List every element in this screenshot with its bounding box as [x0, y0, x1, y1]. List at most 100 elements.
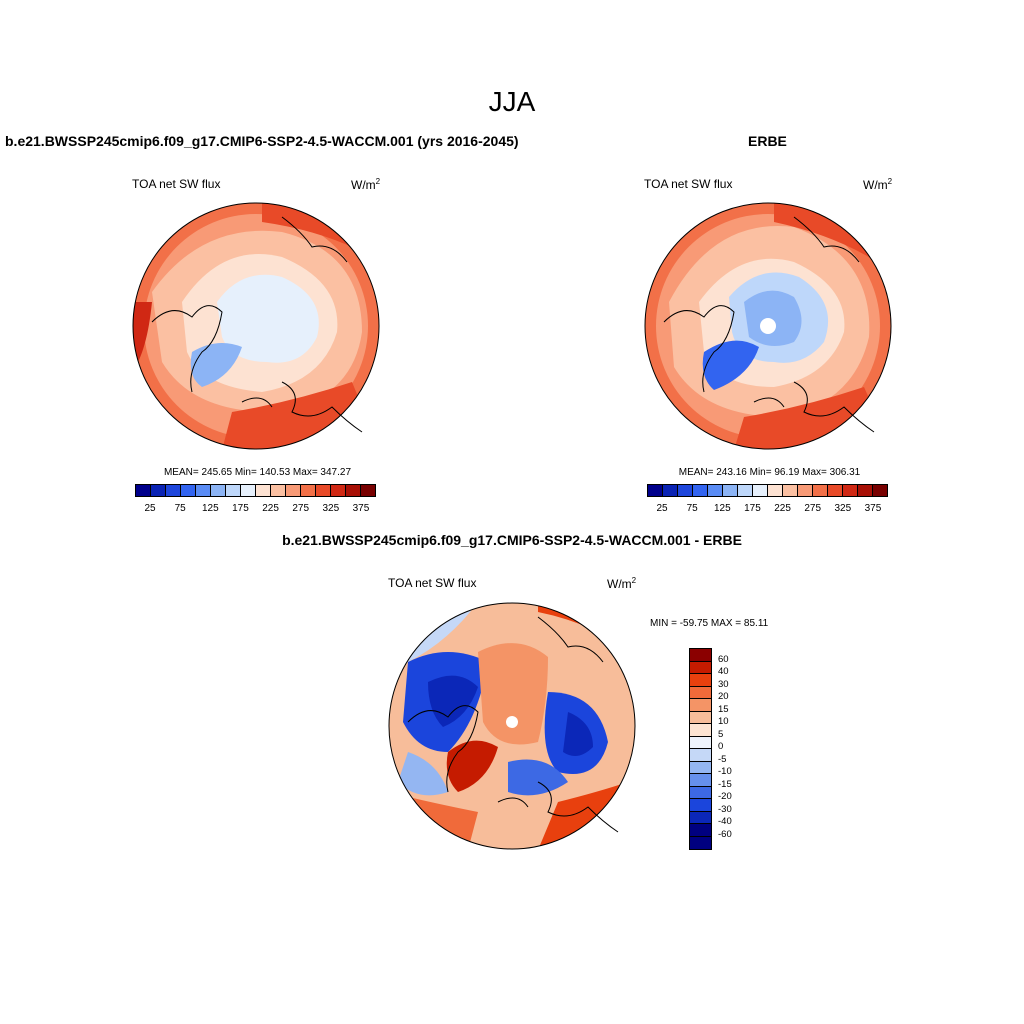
colorbar-swatch — [690, 674, 711, 687]
colorbar-swatch — [648, 485, 663, 496]
panel-2-colorbar — [647, 484, 888, 497]
colorbar-swatch — [690, 749, 711, 762]
panel-3-stats: MIN = -59.75 MAX = 85.11 — [650, 618, 769, 629]
colorbar-label: 325 — [322, 503, 340, 514]
colorbar-label: 75 — [686, 503, 698, 514]
colorbar-swatch — [843, 485, 858, 496]
colorbar-swatch — [166, 485, 181, 496]
colorbar-swatch — [663, 485, 678, 496]
colorbar-swatch — [181, 485, 196, 496]
colorbar-swatch — [678, 485, 693, 496]
colorbar-swatch — [690, 761, 711, 774]
colorbar-label: -10 — [718, 766, 732, 777]
colorbar-label: -30 — [718, 803, 732, 815]
colorbar-swatch — [151, 485, 166, 496]
colorbar-swatch — [798, 485, 813, 496]
colorbar-label: 275 — [292, 503, 310, 514]
colorbar-label: 25 — [656, 503, 668, 514]
panel-3-colorbar — [689, 648, 712, 850]
colorbar-swatch — [196, 485, 211, 496]
colorbar-label: 60 — [718, 653, 729, 665]
panel-2-variable: TOA net SW flux — [644, 177, 733, 191]
colorbar-swatch — [690, 774, 711, 787]
colorbar-swatch — [346, 485, 361, 496]
colorbar-swatch — [873, 485, 887, 496]
panel-3-colorbar-labels: 60 40 30 20 15 10 5 0 -5 -10 -15 -20 -30 -40 -60 — [718, 648, 758, 848]
colorbar-swatch — [136, 485, 151, 496]
colorbar-swatch — [753, 485, 768, 496]
colorbar-swatch — [813, 485, 828, 496]
colorbar-label: 375 — [352, 503, 370, 514]
colorbar-label: -60 — [718, 828, 732, 840]
colorbar-swatch — [723, 485, 738, 496]
colorbar-label: 30 — [718, 678, 729, 690]
colorbar-swatch — [690, 786, 711, 799]
colorbar-swatch — [690, 686, 711, 699]
colorbar-swatch — [738, 485, 753, 496]
colorbar-label: 375 — [864, 503, 882, 514]
colorbar-swatch — [690, 836, 711, 849]
colorbar-swatch — [271, 485, 286, 496]
colorbar-swatch — [211, 485, 226, 496]
panel-2-title: ERBE — [748, 133, 787, 149]
colorbar-swatch — [828, 485, 843, 496]
panel-1-polar-map — [132, 202, 380, 450]
colorbar-label: 15 — [718, 703, 729, 715]
colorbar-label: 0 — [718, 741, 724, 752]
colorbar-label: -20 — [718, 791, 732, 802]
colorbar-swatch — [256, 485, 271, 496]
colorbar-swatch — [286, 485, 301, 496]
panel-3-units: W/m2 — [607, 576, 637, 591]
colorbar-label: 225 — [262, 503, 279, 514]
panel-2-polar-map — [644, 202, 892, 450]
colorbar-swatch — [690, 699, 711, 712]
panel-1-units: W/m2 — [351, 177, 381, 192]
colorbar-label: 75 — [174, 503, 186, 514]
colorbar-swatch — [690, 649, 711, 662]
colorbar-swatch — [858, 485, 873, 496]
panel-3-polar-map — [388, 602, 636, 850]
colorbar-swatch — [226, 485, 241, 496]
panel-3-variable: TOA net SW flux — [388, 576, 477, 590]
colorbar-swatch — [690, 824, 711, 837]
colorbar-label: -15 — [718, 778, 732, 790]
colorbar-label: 125 — [713, 503, 731, 514]
colorbar-label: 325 — [834, 503, 852, 514]
panel-1-variable: TOA net SW flux — [132, 177, 221, 191]
colorbar-label: 175 — [744, 503, 761, 514]
colorbar-label: -40 — [718, 816, 732, 827]
colorbar-swatch — [361, 485, 375, 496]
panel-1-title: b.e21.BWSSP245cmip6.f09_g17.CMIP6-SSP2-4… — [5, 133, 519, 149]
colorbar-label: 20 — [718, 691, 729, 702]
panel-2-units: W/m2 — [863, 177, 893, 192]
colorbar-swatch — [783, 485, 798, 496]
colorbar-label: 10 — [718, 716, 729, 727]
panel-1-colorbar-labels: 25 75 125 175 225 275 325 375 — [135, 503, 376, 515]
panel-2-stats: MEAN= 243.16 Min= 96.19 Max= 306.31 — [678, 467, 861, 478]
colorbar-label: 275 — [804, 503, 822, 514]
colorbar-swatch — [241, 485, 256, 496]
colorbar-label: 225 — [774, 503, 791, 514]
panel-3-title: b.e21.BWSSP245cmip6.f09_g17.CMIP6-SSP2-4… — [282, 532, 742, 548]
season-title: JJA — [488, 86, 536, 117]
colorbar-swatch — [690, 711, 711, 724]
colorbar-swatch — [690, 799, 711, 812]
colorbar-swatch — [690, 661, 711, 674]
colorbar-label: 5 — [718, 728, 724, 740]
colorbar-swatch — [331, 485, 346, 496]
colorbar-swatch — [693, 485, 708, 496]
panel-2-colorbar-labels: 25 75 125 175 225 275 325 375 — [647, 503, 888, 515]
colorbar-label: 40 — [718, 666, 729, 677]
colorbar-label: 125 — [201, 503, 219, 514]
colorbar-label: -5 — [718, 753, 727, 765]
colorbar-swatch — [316, 485, 331, 496]
colorbar-swatch — [768, 485, 783, 496]
panel-1-stats: MEAN= 245.65 Min= 140.53 Max= 347.27 — [163, 467, 352, 478]
colorbar-label: 25 — [144, 503, 156, 514]
colorbar-swatch — [708, 485, 723, 496]
colorbar-swatch — [690, 811, 711, 824]
colorbar-label: 175 — [232, 503, 249, 514]
colorbar-swatch — [690, 736, 711, 749]
colorbar-swatch — [690, 724, 711, 737]
colorbar-swatch — [301, 485, 316, 496]
